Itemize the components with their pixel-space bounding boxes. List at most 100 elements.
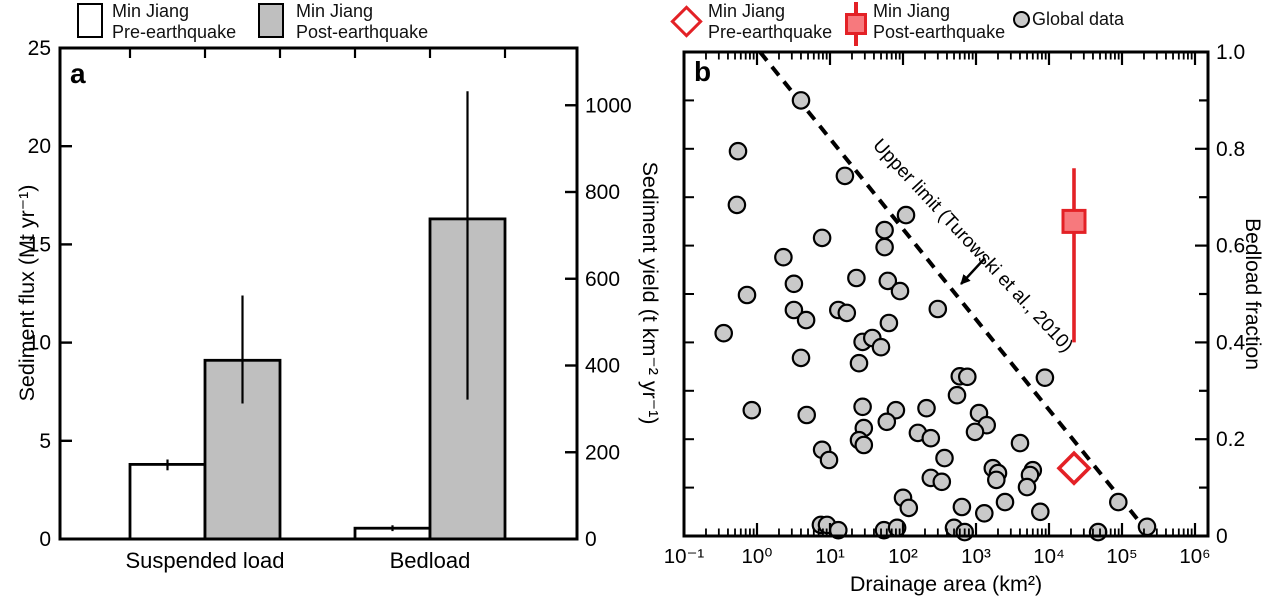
global-data-point (928, 299, 948, 319)
right-axis: 0 200 400 600 800 1000 Sediment yield (t km⁻² … (565, 94, 662, 551)
global-data-point (879, 313, 899, 333)
category-label: Bedload (390, 548, 471, 573)
global-data-point (1035, 368, 1055, 387)
x-tick-label: 10² (888, 545, 918, 568)
global-data-point (875, 220, 894, 240)
left-tick-label: 10 (28, 332, 51, 355)
upper-limit-line (758, 50, 1153, 538)
global-data-point (812, 228, 832, 248)
square-marker-icon (845, 2, 867, 46)
legend-swatch-pre-earthquake-icon (77, 3, 103, 38)
left-tick-label: 0 (39, 528, 51, 551)
global-data-point (837, 303, 857, 323)
legend-label-post-earthquake: Min Jiang Post-earthquake (296, 1, 428, 42)
right-axis-title: Sediment yield (t km⁻² yr⁻¹) (638, 162, 662, 425)
global-data-point (784, 274, 804, 294)
global-data-point (1031, 502, 1050, 522)
global-data-point (727, 195, 747, 215)
global-data-point (875, 237, 894, 257)
global-data-point (853, 397, 872, 417)
legend-line: Min Jiang (112, 1, 190, 21)
global-data-point (1109, 492, 1128, 512)
global-data-point (742, 400, 762, 420)
panel-a-label: a (70, 58, 86, 89)
panel-a-frame (58, 46, 579, 541)
annotation-arrow (960, 257, 986, 285)
y-tick-label: 1.0 (1216, 41, 1245, 64)
global-data-point (1017, 477, 1037, 497)
global-data-points (714, 91, 1157, 542)
legend-label-post-earthquake: Min Jiang Post-earthquake (873, 1, 1005, 42)
right-tick-label: 400 (585, 355, 620, 378)
right-tick-label: 600 (585, 268, 620, 291)
y-tick-label: 0.8 (1216, 138, 1245, 161)
bar-suspended-load-pre (128, 462, 207, 541)
panel-b-chart: Upper limit (Turowski et al., 2010)10⁻¹ 1… (664, 41, 1264, 596)
panel-a-chart: 0 5 10 15 20 25 Sediment flux (Mt yr⁻¹) 0 200 400… (15, 37, 662, 573)
global-data-point (774, 247, 793, 267)
square-icon (845, 13, 867, 35)
legend-line: Pre-earthquake (112, 21, 237, 42)
right-tick-label: 1000 (585, 94, 632, 117)
legend-line: Pre-earthquake (708, 21, 833, 42)
left-tick-label: 5 (39, 430, 51, 453)
global-data-point (877, 412, 897, 432)
global-data-point (854, 435, 874, 455)
global-data-point (896, 205, 916, 225)
left-axis: 0 5 10 15 20 25 Sediment flux (Mt yr⁻¹) (15, 37, 72, 551)
category-label: Suspended load (125, 548, 284, 573)
legend-line: Min Jiang (708, 1, 786, 21)
left-tick-label: 15 (28, 233, 51, 256)
bars (128, 91, 507, 541)
global-data-point (932, 472, 952, 492)
legend-label-pre-earthquake: Min Jiang Pre-earthquake (112, 1, 236, 42)
global-data-point (986, 470, 1006, 490)
global-data-point (737, 285, 757, 305)
right-tick-label: 200 (585, 441, 620, 464)
legend-swatch-post-earthquake-icon (258, 3, 284, 38)
legend-line: Min Jiang (873, 1, 951, 21)
y-axis-title: Bedload fraction (1241, 218, 1264, 370)
global-data-point (797, 405, 816, 425)
global-data-point (957, 367, 977, 387)
y-tick-label: 0.4 (1216, 331, 1246, 354)
global-data-point (935, 448, 954, 468)
post-earthquake-square (1061, 208, 1087, 234)
x-tick-label: 10⁰ (741, 545, 772, 568)
global-data-point (847, 268, 866, 288)
global-data-point (714, 323, 733, 343)
global-data-point (878, 271, 898, 291)
global-data-point (796, 310, 816, 330)
global-data-point (974, 503, 994, 523)
y-axis: 0 0.2 0.4 0.6 0.8 1.0 Bedload fraction (684, 41, 1264, 548)
x-tick-label: 10⁵ (1106, 545, 1137, 568)
circle-marker-icon (1013, 11, 1030, 28)
right-tick-label: 0 (585, 528, 597, 551)
legend-line: Post-earthquake (296, 21, 429, 42)
global-data-point (965, 422, 985, 442)
global-data-point (849, 353, 869, 373)
left-tick-label: 25 (28, 37, 51, 60)
legend-line: Min Jiang (296, 1, 374, 21)
global-data-point (947, 385, 967, 405)
x-tick-label: 10⁴ (1033, 545, 1065, 568)
global-data-point (921, 428, 941, 448)
global-data-point (917, 398, 936, 418)
legend-label-global-data: Global data (1032, 9, 1124, 30)
global-data-point (791, 348, 811, 368)
legend-line: Global data (1032, 9, 1125, 29)
legend-label-pre-earthquake: Min Jiang Pre-earthquake (708, 1, 832, 42)
global-data-point (1010, 433, 1030, 453)
right-tick-label: 800 (585, 181, 620, 204)
y-tick-label: 0.6 (1216, 235, 1245, 258)
global-data-point (995, 492, 1015, 512)
x-tick-label: 10⁶ (1179, 545, 1210, 568)
top-ticks (128, 48, 507, 58)
global-data-point (890, 281, 910, 301)
x-tick-label: 10¹ (815, 545, 845, 568)
global-data-point (952, 497, 972, 517)
global-data-point (819, 450, 839, 470)
y-tick-label: 0 (1216, 525, 1228, 548)
